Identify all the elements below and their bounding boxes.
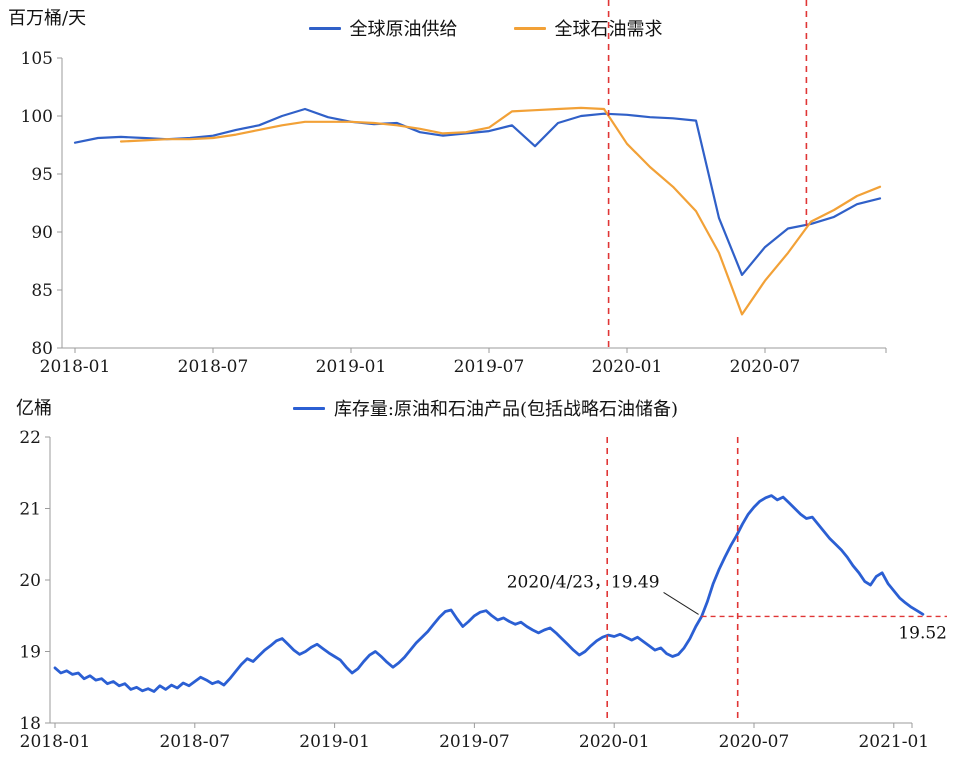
x-tick-label: 2019-07 [454, 357, 525, 377]
x-tick-label: 2019-01 [316, 357, 387, 377]
legend-label-inventory: 库存量:原油和石油产品(包括战略石油储备) [333, 399, 679, 420]
annotation-connector [663, 592, 699, 615]
annotation-text: 2020/4/23，19.49 [507, 572, 660, 592]
y-tick-label: 20 [19, 571, 41, 591]
legend-label-supply: 全球原油供给 [349, 19, 458, 40]
y-axis-unit-label: 亿桶 [16, 398, 52, 419]
y-tick-label: 21 [19, 500, 41, 520]
legend-item-demand: 全球石油需求 [513, 15, 663, 41]
inventory-chart: 亿桶 库存量:原油和石油产品(包括战略石油储备) 18 19 20 21 22 2018-… [0, 390, 971, 763]
x-tick-label: 2018-01 [40, 357, 111, 377]
y-tick-label: 85 [31, 281, 53, 301]
y-tick-label: 80 [31, 339, 53, 359]
legend-item-inventory: 库存量:原油和石油产品(包括战略石油储备) [292, 395, 679, 421]
x-tick-label: 2018-01 [20, 732, 91, 752]
y-tick-label: 105 [21, 49, 53, 69]
x-tick-label: 2020-01 [579, 732, 650, 752]
x-tick-label: 2018-07 [159, 732, 230, 752]
y-tick-label: 95 [31, 165, 53, 185]
legend-item-supply: 全球原油供给 [308, 15, 458, 41]
inventory-plot: 18 19 20 21 22 2018-01 2018-07 2019-01 2019-07 20… [19, 428, 947, 752]
x-tick-label: 2021-01 [858, 732, 929, 752]
series-line [119, 106, 882, 316]
supply-demand-plot: 80 85 90 95 100 105 2018-01 2018-07 2019-01 2019-… [21, 0, 887, 377]
x-tick-label: 2018-07 [178, 357, 249, 377]
x-tick-label: 2020-07 [730, 357, 801, 377]
annotation-end-label: 19.52 [898, 623, 947, 643]
y-tick-label: 90 [31, 223, 53, 243]
x-tick-label: 2019-01 [299, 732, 370, 752]
supply-demand-legend: 全球原油供给 全球石油需求 [0, 15, 971, 41]
legend-label-demand: 全球石油需求 [554, 19, 663, 40]
legend-swatch-demand [513, 26, 546, 30]
x-tick-label: 2020-07 [719, 732, 790, 752]
legend-swatch-supply [308, 26, 341, 30]
legend-swatch-inventory [292, 406, 325, 410]
inventory-legend: 库存量:原油和石油产品(包括战略石油储备) [0, 395, 971, 421]
series-line [73, 107, 882, 276]
x-tick-label: 2020-01 [592, 357, 663, 377]
supply-demand-chart: 百万桶/天 全球原油供给 全球石油需求 80 85 90 95 100 105 2018-0… [0, 0, 971, 377]
x-tick-label: 2019-07 [439, 732, 510, 752]
series-line [53, 494, 925, 693]
y-tick-label: 100 [21, 107, 53, 127]
y-tick-label: 22 [19, 428, 41, 448]
y-tick-label: 19 [19, 643, 41, 663]
y-tick-label: 18 [19, 714, 41, 734]
y-axis-unit-label: 百万桶/天 [8, 8, 87, 29]
